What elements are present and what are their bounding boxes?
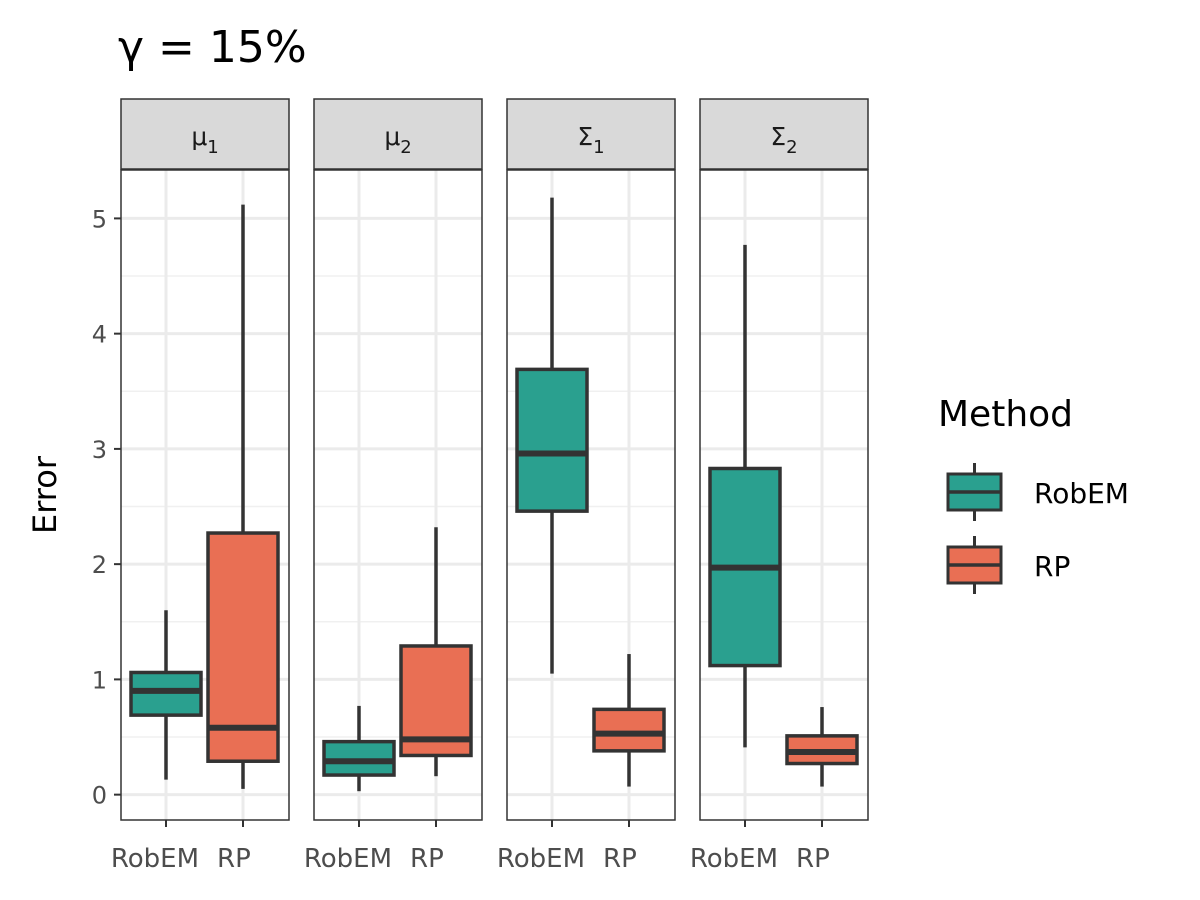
x-tick-label: RobEM [304,844,392,874]
x-tick-label: RobEM [111,844,199,874]
y-axis-title: Error [26,455,64,534]
legend-title: Method [938,394,1073,435]
y-tick-label: 2 [92,551,107,579]
facet-strip-background [506,98,676,170]
facet-panel-3: Σ1 RobEM RP [497,98,676,874]
facet-strip-label: μ1 [191,122,218,158]
facet-panel-4: Σ2 RobEM RP [690,98,869,874]
y-tick-label: 3 [92,436,107,464]
y-tick-label: 0 [92,782,107,810]
y-axis: 0 1 2 3 4 5 [92,205,121,810]
facet-strip-background [313,98,483,170]
box-rp [785,707,859,787]
facet-panels: μ1 RobEM RP μ2 RobEM RP Σ1 RobEM RP Σ2 RobEM RP [111,98,869,874]
y-tick-label: 5 [92,205,107,233]
box-robem [129,610,203,780]
facet-strip-background [120,98,290,170]
box-iqr [515,367,589,513]
box-rp [399,527,473,777]
box-iqr [206,531,280,763]
legend-entry-robem: RobEM [946,463,1129,521]
box-iqr [592,707,666,753]
y-tick-label: 4 [92,321,107,349]
x-tick-label: RobEM [497,844,585,874]
x-tick-label: RP [603,844,637,874]
panel-border [699,169,869,821]
legend-label: RobEM [1034,477,1129,510]
panel-border [120,169,290,821]
legend: Method RobEM RP [938,394,1129,594]
box-rp [206,204,280,789]
x-tick-label: RP [217,844,251,874]
facet-strip-label: Σ2 [770,122,797,158]
facet-panel-2: μ2 RobEM RP [304,98,483,874]
facet-panel-1: μ1 RobEM RP [111,98,290,874]
chart-title: γ = 15% [118,22,307,73]
panel-border [506,169,676,821]
facet-strip-background [699,98,869,170]
box-robem [708,244,782,748]
box-robem [322,705,396,792]
box-robem [515,197,589,674]
x-tick-label: RP [410,844,444,874]
box-rp [592,654,666,787]
y-tick-label: 1 [92,666,107,694]
panel-border [313,169,483,821]
legend-entry-rp: RP [946,536,1070,594]
legend-label: RP [1034,550,1070,583]
facet-strip-label: μ2 [384,122,411,158]
x-tick-label: RobEM [690,844,778,874]
facet-strip-label: Σ1 [577,122,604,158]
x-tick-label: RP [796,844,830,874]
